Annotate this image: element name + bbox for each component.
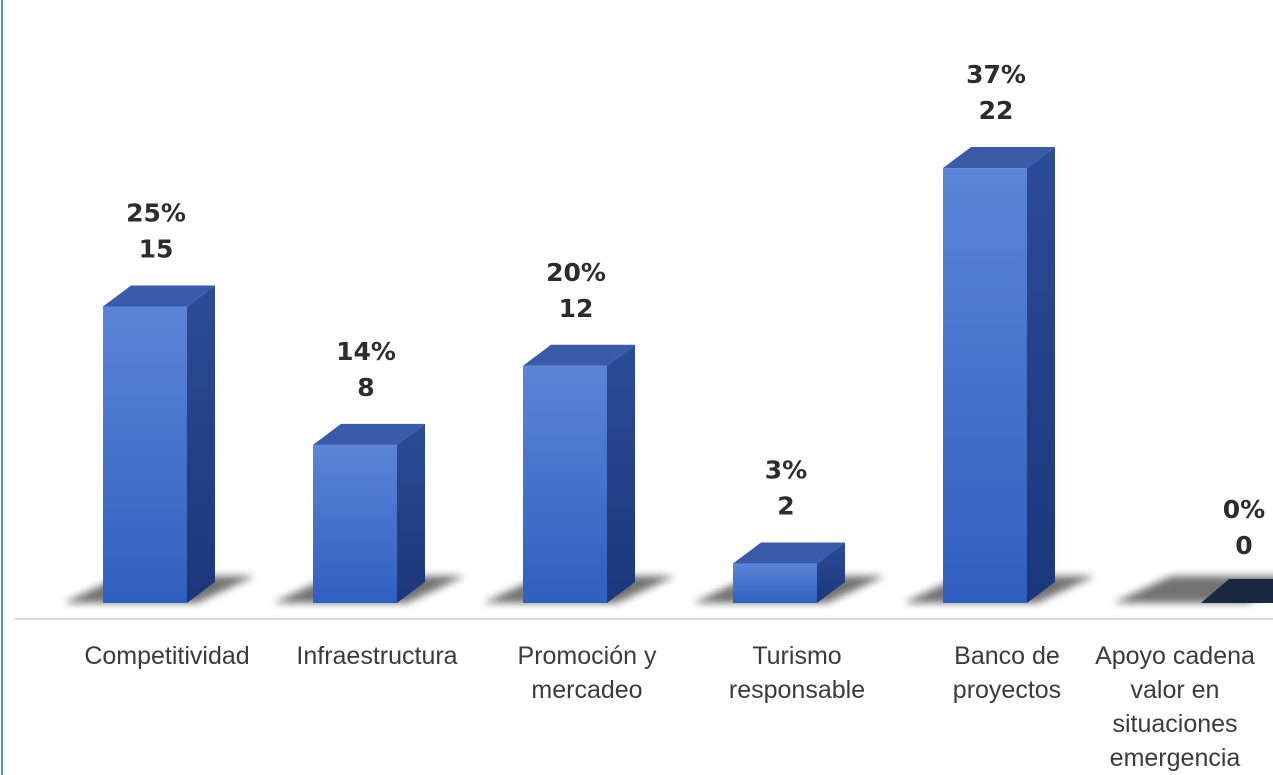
data-label-percent: 3% bbox=[765, 455, 807, 484]
category-label: responsable bbox=[729, 676, 865, 704]
data-label-percent: 37% bbox=[966, 60, 1026, 89]
category-label: situaciones bbox=[1112, 710, 1237, 738]
bar-side bbox=[607, 344, 635, 603]
category-label: valor en bbox=[1131, 676, 1220, 704]
bar-front bbox=[313, 444, 397, 603]
category-label: Infraestructura bbox=[296, 642, 457, 670]
data-label-value: 2 bbox=[777, 491, 794, 520]
category-label: Apoyo cadena bbox=[1095, 642, 1255, 670]
category-label: proyectos bbox=[953, 676, 1061, 704]
category-label: Competitividad bbox=[84, 642, 249, 670]
data-label-percent: 20% bbox=[546, 258, 606, 287]
bar-side bbox=[817, 542, 845, 603]
bar-top bbox=[733, 542, 845, 564]
bar-side bbox=[397, 423, 425, 603]
category-label: Banco de bbox=[954, 642, 1060, 670]
bar-top bbox=[313, 423, 425, 445]
data-label-value: 8 bbox=[357, 373, 374, 402]
category-label: Promoción y bbox=[518, 642, 657, 670]
bar-front bbox=[733, 563, 817, 603]
data-label-value: 12 bbox=[559, 294, 594, 323]
category-label: mercadeo bbox=[531, 676, 642, 704]
data-label-percent: 14% bbox=[336, 337, 396, 366]
bar-top bbox=[103, 285, 215, 307]
bar-zero-plate bbox=[1201, 579, 1273, 603]
bar-top bbox=[943, 147, 1055, 169]
data-label-percent: 0% bbox=[1223, 495, 1265, 524]
data-label-value: 0 bbox=[1235, 531, 1252, 560]
data-label-percent: 25% bbox=[126, 198, 186, 227]
category-label: emergencia bbox=[1110, 744, 1241, 772]
bar-front bbox=[943, 168, 1027, 603]
data-label-value: 22 bbox=[979, 96, 1014, 125]
bar-top bbox=[523, 344, 635, 366]
bar-front bbox=[103, 306, 187, 603]
bar-side bbox=[1027, 147, 1055, 603]
category-label: Turismo bbox=[752, 642, 841, 670]
data-label-value: 15 bbox=[139, 234, 174, 263]
bar-front bbox=[523, 365, 607, 603]
bar-side bbox=[187, 285, 215, 603]
